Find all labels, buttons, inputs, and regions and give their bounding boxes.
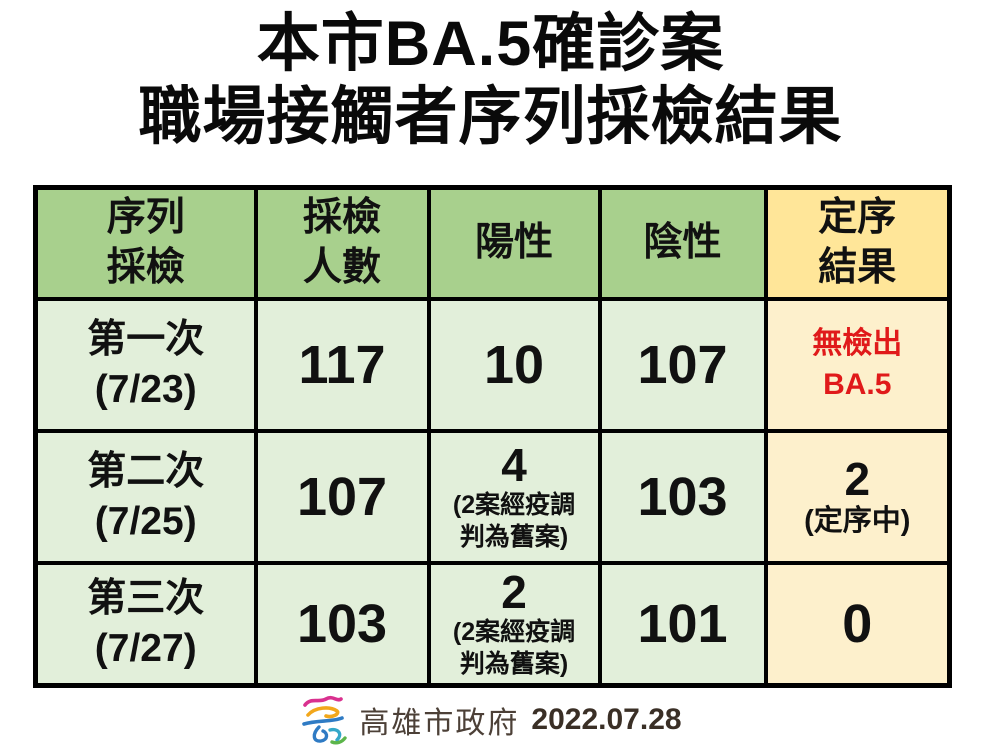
positive-cell: 2 (2案經疫調 判為舊案) xyxy=(426,561,602,688)
sequencing-note: (定序中) xyxy=(804,504,911,537)
table-row-second: 第二次 (7/25) 107 4 (2案經疫調 判為舊案) 103 2 (定序中… xyxy=(33,428,952,566)
header-sequencing-line2: 結果 xyxy=(818,246,897,290)
positive-count: 4 xyxy=(501,439,527,492)
title-line-2: 職場接觸者序列採檢結果 xyxy=(138,82,843,153)
page-title: 本市BA.5確診案 職場接觸者序列採檢結果 xyxy=(0,8,981,154)
footer: 高雄市政府 2022.07.28 xyxy=(0,694,981,746)
sequencing-result-cell: 無檢出 BA.5 xyxy=(763,296,952,433)
table-row-first: 第一次 (7/23) 117 10 107 無檢出 BA.5 xyxy=(33,296,952,433)
sampled-cell: 103 xyxy=(253,561,431,688)
header-negative-label: 陰性 xyxy=(643,221,722,265)
positive-count: 10 xyxy=(483,334,545,395)
positive-cell: 4 (2案經疫調 判為舊案) xyxy=(426,428,602,566)
negative-cell: 107 xyxy=(597,296,768,433)
footer-org-name: 高雄市政府 xyxy=(359,707,520,740)
header-cell-negative: 陰性 xyxy=(597,185,768,301)
positive-note-line2: 判為舊案) xyxy=(459,650,569,679)
round-cell: 第三次 (7/27) xyxy=(33,561,258,688)
footer-date: 2022.07.28 xyxy=(531,703,682,736)
header-sequencing-line1: 定序 xyxy=(818,196,897,240)
round-label: 第二次 xyxy=(87,450,205,494)
header-cell-sequence: 序列 採檢 xyxy=(33,185,258,301)
header-cell-positive: 陽性 xyxy=(426,185,602,301)
sampled-cell: 107 xyxy=(253,428,431,566)
positive-note-line1: (2案經疫調 xyxy=(452,618,576,647)
results-table: 序列 採檢 採檢 人數 陽性 陰性 定序 結果 第一次 (7/23) xyxy=(33,185,952,688)
round-label: 第一次 xyxy=(87,317,205,361)
header-row: 序列 採檢 採檢 人數 陽性 陰性 定序 結果 xyxy=(33,185,952,301)
sampled-count: 107 xyxy=(296,467,388,528)
table-row-third: 第三次 (7/27) 103 2 (2案經疫調 判為舊案) 101 0 xyxy=(33,561,952,688)
negative-count: 103 xyxy=(637,467,728,528)
sampled-count: 117 xyxy=(298,334,386,395)
header-sampled-line1: 採檢 xyxy=(302,196,381,240)
header-cell-sampled: 採檢 人數 xyxy=(253,185,431,301)
header-positive-label: 陽性 xyxy=(474,221,553,265)
positive-cell: 10 xyxy=(426,296,602,433)
negative-count: 107 xyxy=(637,334,728,395)
sequencing-count: 2 xyxy=(844,452,871,505)
sequencing-result-cell: 0 xyxy=(763,561,952,688)
sequencing-result-line2: BA.5 xyxy=(823,367,892,401)
positive-count: 2 xyxy=(501,566,527,619)
round-cell: 第二次 (7/25) xyxy=(33,428,258,566)
round-date: (7/25) xyxy=(94,500,197,544)
sequencing-result-cell: 2 (定序中) xyxy=(763,428,952,566)
negative-cell: 103 xyxy=(597,428,768,566)
negative-count: 101 xyxy=(637,594,728,655)
positive-note-line2: 判為舊案) xyxy=(459,523,569,552)
header-cell-sequencing-result: 定序 結果 xyxy=(763,185,952,301)
round-cell: 第一次 (7/23) xyxy=(33,296,258,433)
header-sequence-line2: 採檢 xyxy=(106,246,185,290)
round-date: (7/27) xyxy=(94,627,197,671)
header-sampled-line2: 人數 xyxy=(302,246,381,290)
round-label: 第三次 xyxy=(87,577,205,621)
kaohsiung-city-logo-icon xyxy=(299,694,348,746)
sequencing-result-line1: 無檢出 xyxy=(812,327,903,361)
round-date: (7/23) xyxy=(94,367,197,411)
sequencing-count: 0 xyxy=(842,594,873,655)
negative-cell: 101 xyxy=(597,561,768,688)
sampled-count: 103 xyxy=(296,594,388,655)
positive-note-line1: (2案經疫調 xyxy=(452,491,576,520)
sampled-cell: 117 xyxy=(253,296,431,433)
header-sequence-line1: 序列 xyxy=(106,196,185,240)
title-line-1: 本市BA.5確診案 xyxy=(256,9,725,79)
